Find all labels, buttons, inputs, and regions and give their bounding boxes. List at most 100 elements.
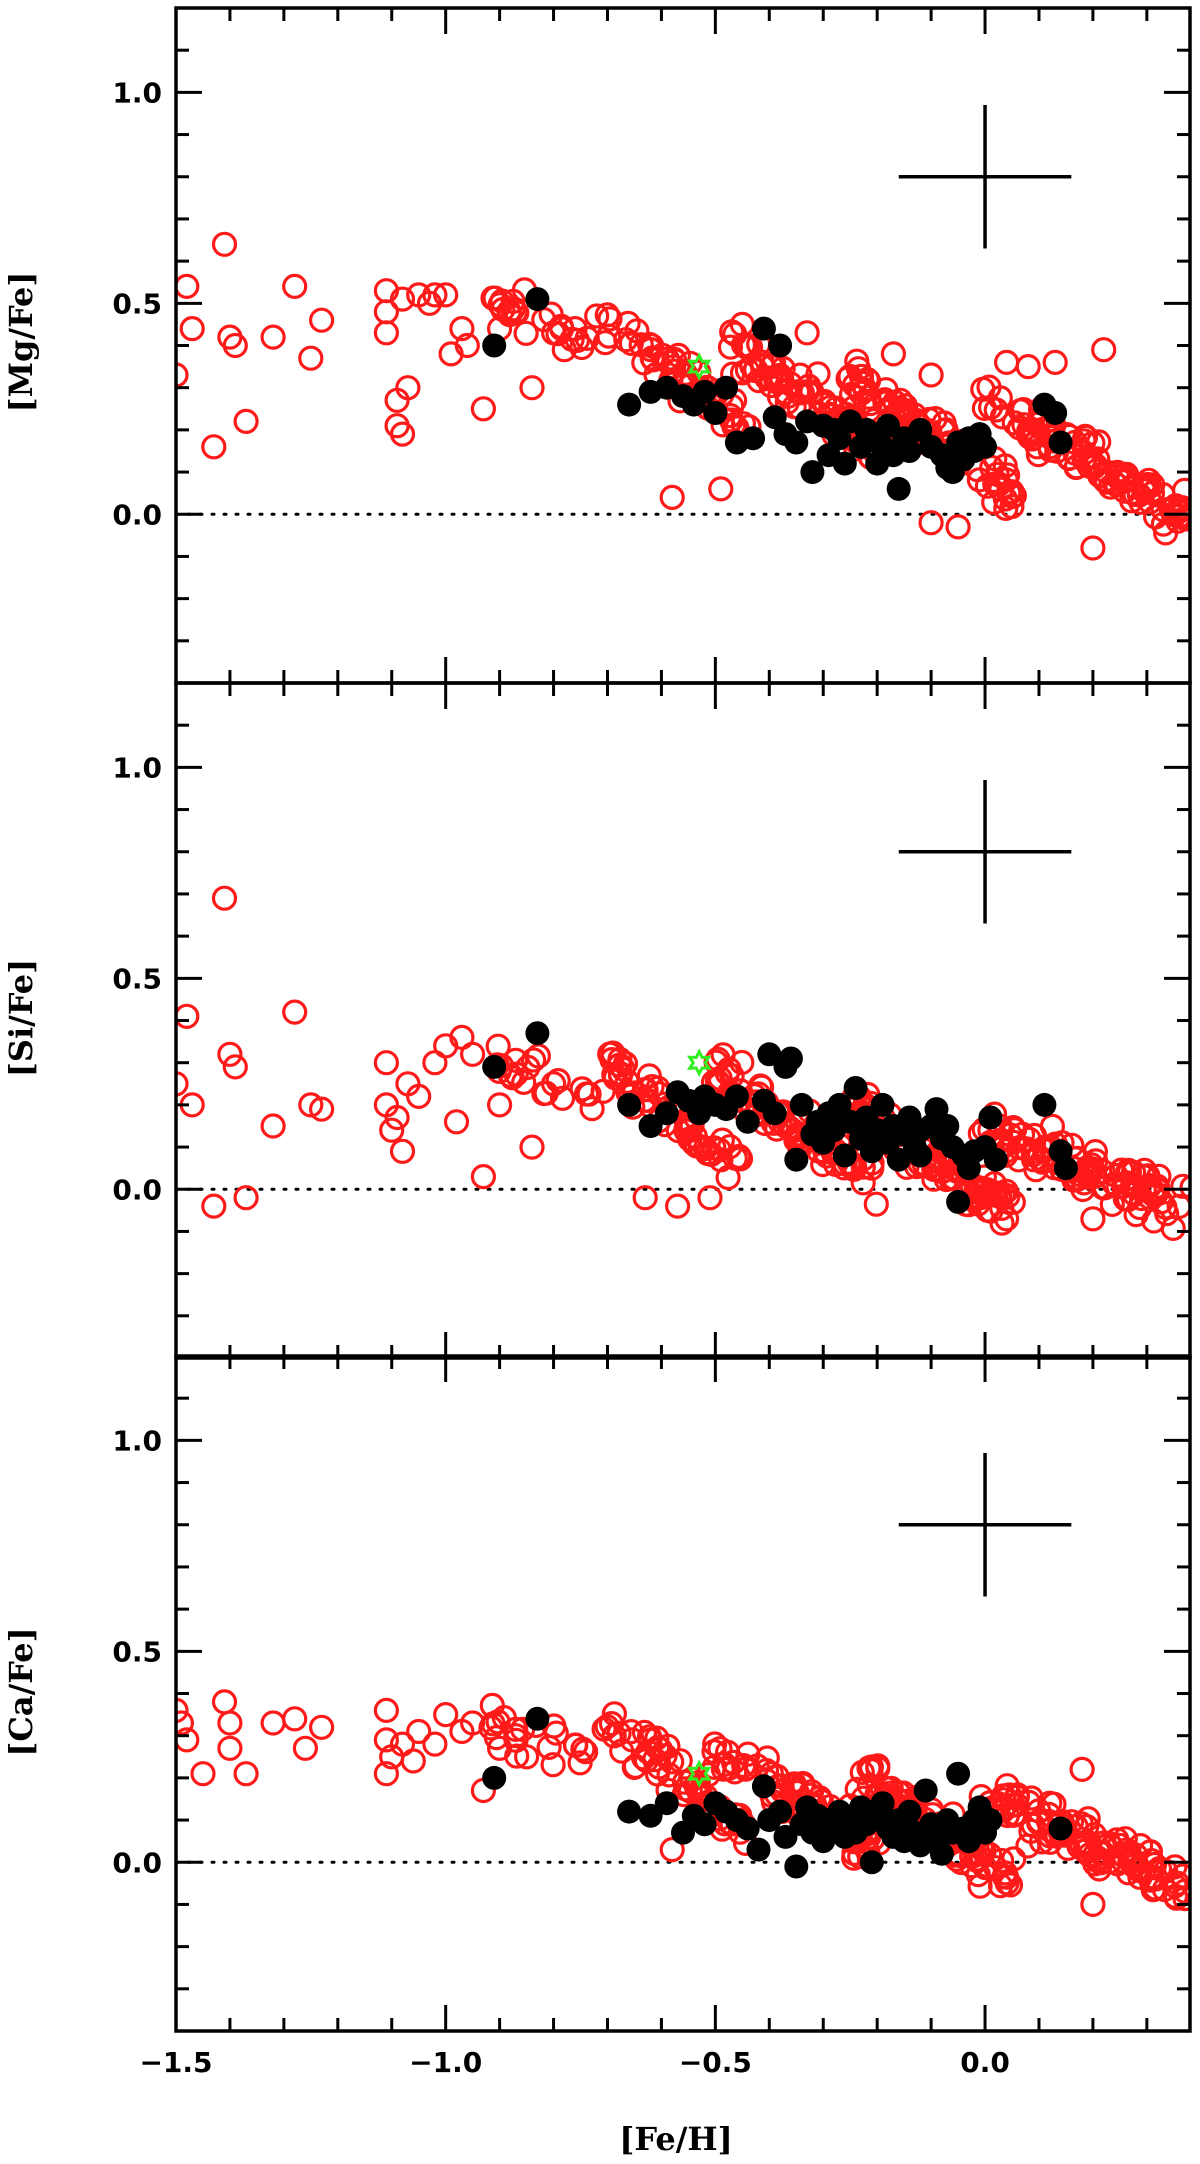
comparison-star-point [211, 1689, 238, 1715]
comparison-star-point [1015, 1833, 1041, 1859]
program-star-point [843, 1076, 868, 1100]
comparison-star-point [1170, 1863, 1190, 1889]
comparison-star-point [540, 1752, 566, 1778]
program-star-point [876, 413, 900, 438]
comparison-star-point [720, 1749, 747, 1776]
program-star-point [746, 1837, 771, 1862]
program-star-point [978, 1105, 1003, 1130]
comparison-star-point [201, 434, 227, 460]
x-tick-label: −1.0 [409, 2046, 482, 2079]
comparison-star-point [865, 1753, 891, 1779]
panel-mg-fe: 0.0 0.5 1.0 [Mg/Fe] [2, 6, 1192, 685]
comparison-star-point [717, 1134, 743, 1160]
comparison-star-point [846, 376, 873, 402]
program-star-point [757, 1042, 782, 1067]
comparison-star-point [1016, 1789, 1042, 1816]
program-star-point [946, 1189, 971, 1214]
comparison-star-point [1091, 337, 1117, 363]
comparison-star-point [373, 1727, 399, 1753]
program-star-point [789, 1092, 814, 1117]
comparison-star-point [487, 1092, 513, 1118]
program-star-point [741, 426, 766, 451]
comparison-star-point [176, 1710, 194, 1736]
comparison-star-point [983, 1180, 1010, 1206]
comparison-star-point [1042, 349, 1068, 375]
comparison-star-point [576, 1081, 602, 1107]
comparison-star-point [479, 1692, 505, 1719]
comparison-star-point [515, 1054, 541, 1081]
comparison-star-point [1015, 354, 1041, 380]
program-star-point [482, 333, 507, 358]
y-tick-label: 1.0 [112, 1424, 162, 1457]
program-star-point [870, 1092, 895, 1117]
program-star-point [983, 1147, 1008, 1172]
comparison-star-point [665, 1117, 691, 1144]
comparison-star-point [872, 389, 898, 415]
program-star-point [482, 1765, 507, 1790]
program-star-point [525, 287, 550, 312]
comparison-star-point [176, 1003, 200, 1029]
program-star-point [973, 434, 997, 459]
program-star-point [832, 1143, 857, 1168]
comparison-star-point [549, 1085, 576, 1111]
highlighted-star-marker [686, 1759, 712, 1788]
comparison-star-point [406, 1718, 432, 1745]
program-star-point [913, 1778, 938, 1803]
program-star-point [617, 1092, 642, 1117]
comparison-star-point [597, 306, 623, 332]
highlighted-star-marker [686, 352, 712, 381]
comparison-star-point [433, 1701, 459, 1728]
comparison-star-point [500, 288, 526, 314]
comparison-star-point [519, 1134, 545, 1160]
comparison-star-point [292, 1735, 318, 1761]
comparison-star-point [599, 1046, 625, 1073]
program-star-point [525, 1021, 550, 1046]
y-tick-label: 0.0 [112, 1173, 162, 1206]
program-star-point [768, 333, 793, 358]
comparison-star-point [734, 1755, 760, 1781]
comparison-star-point [504, 1743, 530, 1769]
program-star-point [1048, 430, 1073, 455]
xlabel-fe-h: [Fe/H] [619, 2120, 733, 2158]
comparison-star-point [631, 1719, 658, 1746]
program-star-point [832, 451, 857, 476]
comparison-star-point [570, 1736, 596, 1762]
panel-frame [174, 681, 1192, 1360]
comparison-star-point [619, 1727, 645, 1753]
axes-ca: 0.0 0.5 1.0 [112, 1354, 1192, 2033]
comparison-star-point [190, 1761, 216, 1787]
comparison-star-point [992, 453, 1018, 479]
program-star-point [617, 392, 642, 417]
highlighted-star-marker [686, 1048, 712, 1077]
comparison-star-point [794, 320, 820, 346]
comparison-star-point [1170, 1173, 1190, 1199]
comparison-star-point [460, 1041, 486, 1067]
comparison-star-point [179, 316, 205, 342]
panel-frame [174, 1354, 1192, 2033]
comparison-star-point [849, 1759, 875, 1786]
comparison-star-point [176, 1727, 200, 1753]
comparison-star-point [422, 282, 448, 308]
error-bar-mg [898, 105, 1072, 249]
comparison-star-point [260, 324, 286, 350]
comparison-star-point [545, 321, 571, 347]
comparison-star-point [233, 1761, 259, 1787]
comparison-star-point [201, 1193, 227, 1219]
comparison-star-point [697, 1185, 723, 1211]
comparison-star-point [633, 1077, 659, 1103]
y-tick-label: 1.0 [112, 76, 162, 109]
comparison-star-point [373, 320, 399, 346]
comparison-star-point [373, 1697, 399, 1724]
comparison-star-point [545, 1067, 571, 1094]
comparison-star-point [443, 1109, 470, 1135]
program-star-point [897, 439, 922, 463]
program-star-point [638, 1114, 663, 1138]
panel-ca-fe: 0.0 0.5 1.0 [Ca/Fe] [2, 1354, 1192, 2033]
comparison-star-point [1021, 1138, 1047, 1164]
program-star-point [735, 1816, 760, 1841]
program-star-point [929, 1841, 954, 1866]
comparison-star-point [217, 1710, 243, 1736]
comparison-star-point [994, 1870, 1020, 1896]
comparison-star-point [1132, 476, 1158, 502]
comparison-star-point [282, 1706, 308, 1732]
